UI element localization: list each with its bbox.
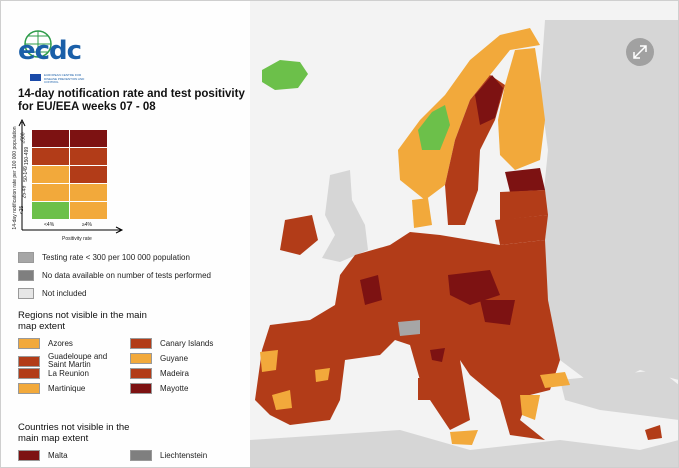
legend-label: Azores	[48, 338, 73, 348]
legend-item: Azores	[18, 338, 123, 349]
legend-swatch	[130, 353, 152, 364]
estonia	[505, 168, 545, 192]
legend-item: No data available on number of tests per…	[18, 270, 211, 281]
czechia	[448, 270, 500, 305]
legend-label: No data available on number of tests per…	[42, 271, 211, 280]
x-label: Positivity rate	[62, 236, 92, 242]
non-eu-east	[540, 20, 679, 390]
norway-green	[418, 105, 450, 150]
switzerland	[398, 320, 420, 336]
logo-grid	[25, 31, 51, 57]
hungary	[480, 300, 515, 325]
cyprus	[645, 425, 662, 440]
legend-item: Guyane	[130, 353, 235, 364]
matrix-cell	[32, 184, 69, 201]
greece-orange	[520, 395, 540, 420]
latvia	[500, 190, 548, 220]
row-label: <25	[19, 205, 26, 215]
legend-label: Malta	[48, 450, 68, 460]
legend-swatch	[18, 368, 40, 379]
legend-label: Liechtenstein	[160, 450, 208, 460]
matrix-cell	[70, 184, 107, 201]
legend-swatch	[130, 338, 152, 349]
row-label: 150-499	[24, 146, 31, 166]
matrix-cell	[32, 130, 69, 147]
uk	[322, 170, 368, 262]
bulgaria-orange	[540, 372, 570, 388]
legend-item: Liechtenstein	[130, 450, 235, 461]
turkey	[560, 370, 679, 420]
ireland	[280, 215, 318, 255]
sardinia	[418, 378, 430, 400]
legend-swatch	[18, 383, 40, 394]
expand-icon	[633, 45, 647, 59]
matrix-cell	[32, 166, 69, 183]
legend-label: La Reunion	[48, 368, 89, 378]
legend-label: Mayotte	[160, 383, 189, 393]
legend-label: Not included	[42, 289, 87, 298]
matrix-cell	[32, 148, 69, 165]
norway	[398, 28, 540, 200]
sicily	[450, 430, 478, 445]
column-label: ≥4%	[82, 222, 92, 228]
spain-orange	[315, 368, 330, 382]
spain-orange	[272, 390, 292, 410]
matrix-cell	[70, 130, 107, 147]
eu-flag	[30, 74, 41, 81]
logo: ecdc	[18, 36, 82, 66]
legend-label: Guyane	[160, 353, 189, 363]
legend-item: La Reunion	[18, 368, 123, 379]
title: 14-day notification rate and test positi…	[18, 88, 245, 113]
legend-item: Martinique	[18, 383, 123, 394]
group-heading: Regions not visible in the main map exte…	[18, 310, 147, 332]
legend-label: Guadeloupe and Saint Martin	[48, 352, 108, 369]
legend-item: Canary Islands	[130, 338, 235, 349]
row-label: ≥500	[20, 132, 27, 144]
legend-item: Not included	[18, 288, 86, 299]
matrix-cell	[70, 202, 107, 219]
legend-swatch	[18, 252, 34, 263]
lithuania	[495, 215, 548, 245]
y-label: 14-day notification rate per 100 000 pop…	[12, 126, 18, 230]
legend-label: Canary Islands	[160, 338, 214, 348]
legend-panel	[0, 0, 250, 468]
logo-subtitle: EUROPEAN CENTRE FOR DISEASE PREVENTION A…	[44, 73, 85, 84]
italy-dark	[430, 348, 445, 362]
y-arrow	[18, 118, 26, 230]
legend-swatch	[18, 270, 34, 281]
legend-swatch	[18, 450, 40, 461]
x-arrow	[22, 226, 124, 234]
matrix-cell	[70, 166, 107, 183]
matrix-cell	[32, 202, 69, 219]
legend-label: Martinique	[48, 383, 86, 393]
finland	[498, 48, 545, 170]
legend-swatch	[18, 288, 34, 299]
denmark	[412, 198, 432, 228]
africa	[250, 430, 679, 468]
row-label: 50-149	[22, 166, 29, 182]
legend-label: Madeira	[160, 368, 189, 378]
legend-swatch	[18, 338, 40, 349]
legend-swatch	[130, 450, 152, 461]
row-label: 25-49	[21, 185, 28, 199]
legend-swatch	[130, 368, 152, 379]
legend-item: Mayotte	[130, 383, 235, 394]
iceland	[262, 60, 308, 90]
legend-item: Madeira	[130, 368, 235, 379]
legend-label: Testing rate < 300 per 100 000 populatio…	[42, 253, 190, 262]
matrix-cell	[70, 148, 107, 165]
legend-item: Testing rate < 300 per 100 000 populatio…	[18, 252, 190, 263]
spain-orange	[260, 350, 278, 372]
sweden-north	[475, 75, 503, 125]
group-heading: Countries not visible in the main map ex…	[18, 422, 130, 444]
legend-swatch	[130, 383, 152, 394]
legend-item: Malta	[18, 450, 123, 461]
legend-item: Guadeloupe and Saint Martin	[18, 353, 123, 369]
column-label: <4%	[44, 222, 55, 228]
region-dark	[360, 275, 382, 305]
legend-swatch	[18, 355, 40, 367]
